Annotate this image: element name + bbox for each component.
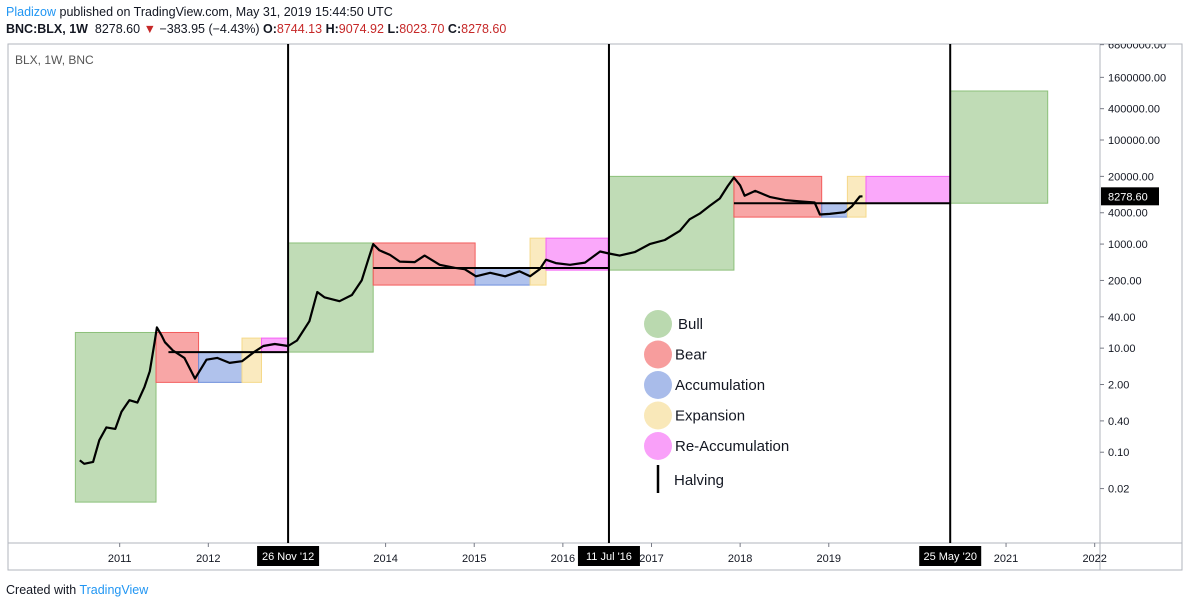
last: 8278.60 [94, 22, 141, 36]
close-label: C: [447, 22, 462, 36]
published: published on TradingView.com, May 31, 20… [59, 5, 393, 19]
halving-label: 26 Nov '12 [262, 551, 314, 563]
legend-label: Halving [674, 472, 724, 489]
author[interactable]: Pladizow [6, 5, 57, 19]
price-line [79, 176, 863, 465]
axes: 6800000.00 1600000.00 400000.00 100000.00 20… [108, 40, 1166, 566]
phase-box [198, 351, 243, 383]
halving-label-bg [577, 546, 640, 566]
x-tick-label: 2018 [728, 553, 752, 565]
x-tick-label: 2019 [817, 553, 841, 565]
legend-swatch [644, 432, 672, 460]
y-tick-label: 0.10 [1108, 447, 1129, 459]
symbol: BNC:BLX, 1W [6, 22, 88, 36]
y-tick-label: 20000.00 [1108, 171, 1154, 183]
x-tick-label: 2014 [373, 553, 397, 565]
high-label: H: [325, 22, 339, 36]
y-tick-label: 400000.00 [1108, 104, 1160, 116]
x-tick-label: 2015 [462, 553, 486, 565]
y-tick-label: 10.00 [1108, 343, 1136, 355]
phase-box [74, 331, 157, 503]
halving-label-bg [919, 546, 982, 566]
open-label: O: [263, 22, 277, 36]
y-tick-label: 1600000.00 [1108, 72, 1166, 84]
legend: Bull Bear Accumulation Expansion Re-Accumula… [644, 310, 789, 493]
y-tick-label: 4000.00 [1108, 208, 1148, 220]
legend-swatch [644, 310, 672, 338]
phase-box [949, 90, 1049, 204]
phase-box [865, 175, 951, 204]
halving-label: 11 Jul '16 [586, 551, 632, 563]
footer-text: Created with [6, 583, 77, 597]
close: 8278.60 [461, 22, 507, 36]
legend-label: Re-Accumulation [675, 438, 789, 455]
y-tick-label: 0.40 [1108, 416, 1129, 428]
y-tick-label: 200.00 [1108, 275, 1142, 287]
low: 8023.70 [399, 22, 445, 36]
x-tick-label: 2016 [551, 553, 575, 565]
frame [7, 43, 1183, 571]
x-tick-label: 2022 [1082, 553, 1106, 565]
price-tag-bg [1101, 187, 1159, 206]
change: −383.95 (−4.43%) [159, 22, 260, 36]
brand[interactable]: TradingView [79, 583, 149, 597]
x-tick-label: 2011 [108, 553, 132, 565]
x-tick-label: 2017 [639, 553, 663, 565]
footer: Created with TradingView [6, 583, 148, 597]
legend-label: Accumulation [675, 377, 765, 394]
phase-box [846, 175, 867, 218]
phase-box [372, 242, 476, 286]
halving-label: 25 May '20 [923, 551, 976, 563]
open: 8744.13 [276, 22, 323, 36]
high: 9074.92 [338, 22, 384, 36]
y-tick-label: 100000.00 [1108, 135, 1160, 147]
plot-area [74, 44, 1049, 543]
ohlc-line: BNC:BLX, 1W 8278.60 ▼ −383.95 (−4.43%) O… [6, 22, 506, 36]
halving-label-bg [257, 546, 320, 566]
legend-label: Bear [675, 347, 707, 364]
chart: BLX, 1W, BNC 6800000.00 1600000.00 400000.… [7, 40, 1183, 571]
y-tick-label: 40.00 [1108, 312, 1136, 324]
legend-swatch [644, 340, 672, 369]
y-tick-label: 1000.00 [1108, 239, 1148, 251]
legend-swatch [644, 401, 672, 430]
x-tick-label: 2012 [196, 553, 220, 565]
legend-swatch [644, 371, 672, 399]
legend-label: Expansion [675, 408, 745, 425]
publish-line: Pladizow published on TradingView.com, M… [6, 5, 393, 19]
legend-label: Bull [678, 316, 703, 333]
y-tick-label: 0.02 [1108, 484, 1129, 496]
x-tick-label: 2021 [994, 553, 1018, 565]
direction: ▼ [143, 22, 156, 36]
low-label: L: [387, 22, 400, 36]
price-tag: 8278.60 [1108, 191, 1148, 203]
phase-box [608, 175, 735, 271]
phase-box [545, 237, 609, 271]
phase-box [733, 175, 823, 218]
y-tick-label: 6800000.00 [1108, 40, 1166, 52]
chart-subtitle: BLX, 1W, BNC [15, 53, 94, 67]
y-tick-label: 2.00 [1108, 380, 1129, 392]
